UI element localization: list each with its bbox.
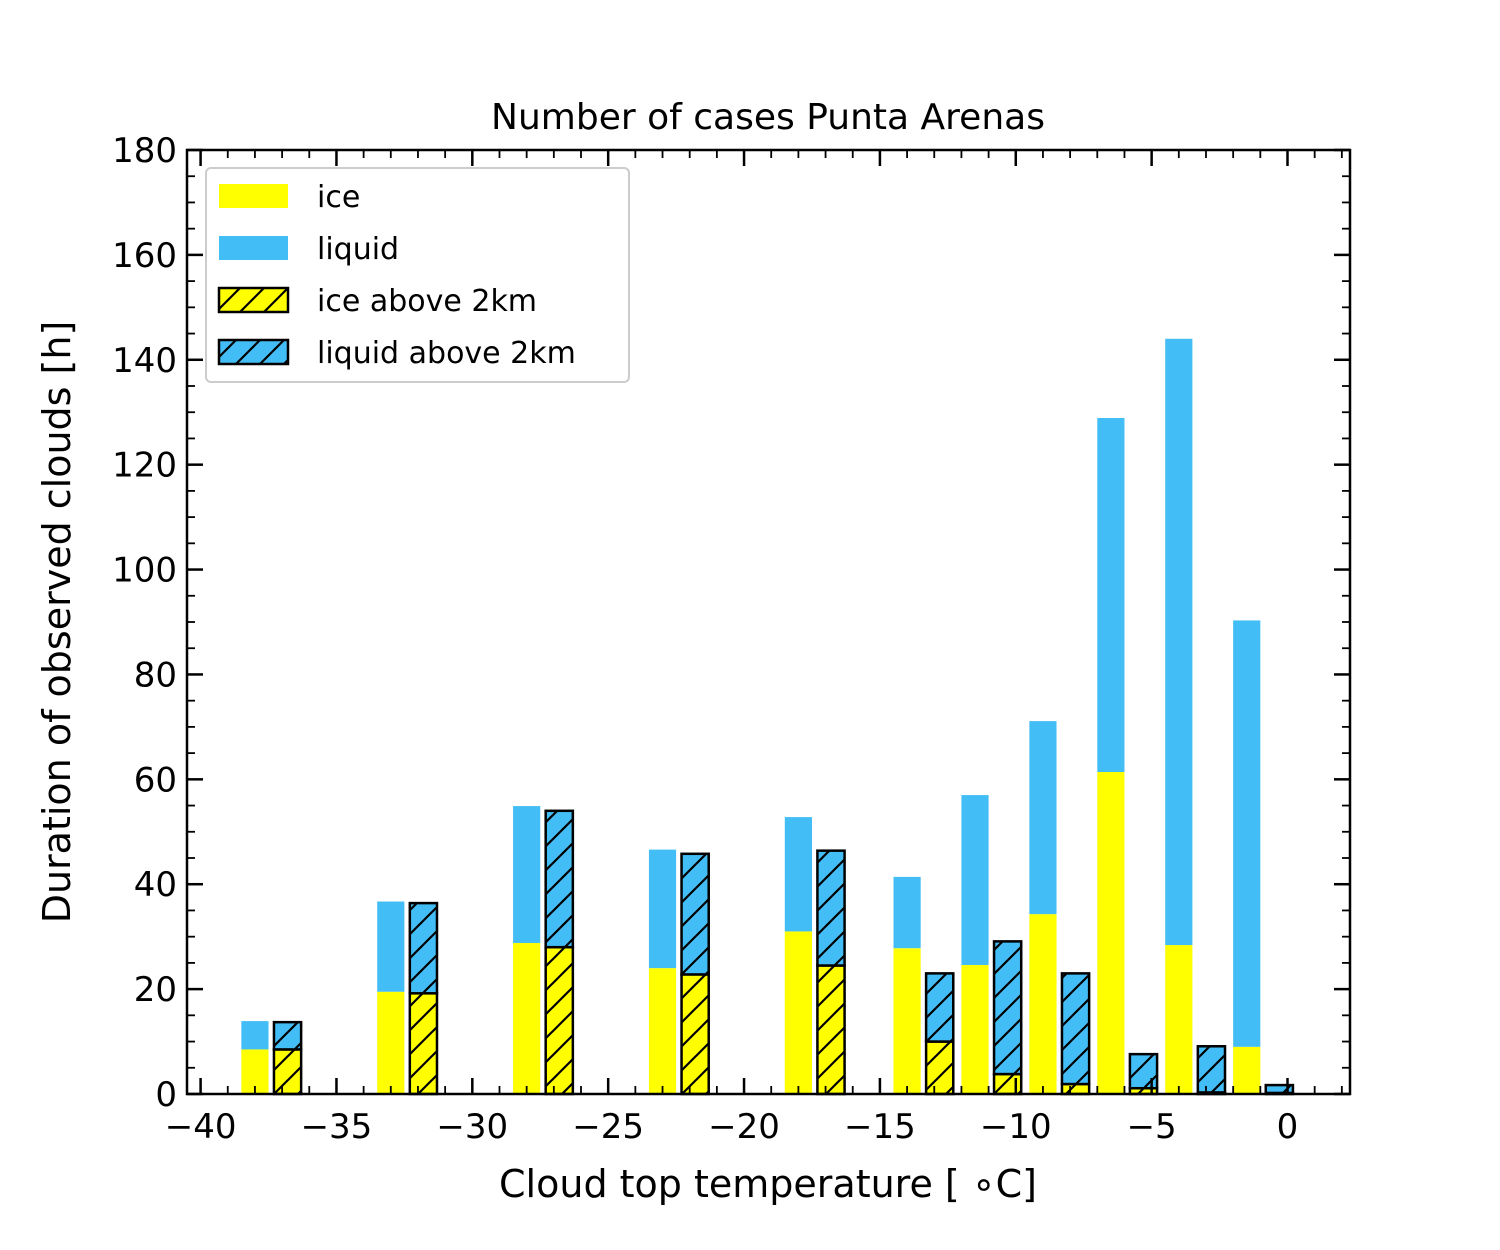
x-tick-label-0: −40 — [165, 1107, 237, 1147]
bar-ice-8 — [1097, 771, 1125, 1094]
bar-ice-above-2km-7-hatch — [1061, 1084, 1090, 1094]
x-tick-label-8: 0 — [1277, 1107, 1299, 1147]
bar-liquid-0 — [241, 1021, 269, 1050]
y-tick-label-2: 40 — [134, 865, 177, 905]
bar-ice-above-2km-1-hatch — [409, 993, 437, 1094]
bar-ice-6 — [961, 964, 989, 1094]
bar-ice-5 — [893, 948, 921, 1094]
bar-liquid-7 — [1029, 721, 1057, 915]
bar-ice-above-2km-4-hatch — [817, 965, 845, 1094]
legend-label-1: liquid — [317, 232, 399, 267]
bar-ice-above-2km-0-hatch — [273, 1049, 302, 1094]
x-axis-label: Cloud top temperature [ ∘C] — [499, 1162, 1037, 1206]
y-tick-label-3: 60 — [134, 760, 177, 800]
x-tick-label-5: −15 — [844, 1107, 916, 1147]
legend-label-0: ice — [317, 180, 360, 215]
legend-swatch-hatch-3 — [219, 340, 288, 364]
bar-ice-above-2km-6-hatch — [994, 1074, 1022, 1094]
bar-ice-7 — [1029, 914, 1057, 1094]
y-axis-label: Duration of observed clouds [h] — [35, 321, 79, 924]
legend-label-3: liquid above 2km — [317, 336, 576, 371]
bar-liquid-above-2km-2-hatch — [545, 810, 573, 948]
bar-liquid-above-2km-10-hatch — [1265, 1085, 1293, 1093]
bar-ice-9 — [1165, 945, 1193, 1094]
bar-liquid-6 — [961, 795, 989, 965]
y-tick-label-8: 160 — [112, 236, 177, 276]
legend-swatch-1 — [219, 236, 288, 260]
y-tick-label-0: 0 — [155, 1075, 177, 1115]
y-tick-label-5: 100 — [112, 551, 177, 591]
x-tick-label-1: −35 — [301, 1107, 373, 1147]
bar-ice-3 — [648, 968, 677, 1094]
legend-swatch-0 — [219, 184, 288, 208]
bar-ice-2 — [513, 942, 541, 1094]
bars-layer — [241, 338, 1295, 1096]
bar-liquid-above-2km-6-hatch — [994, 941, 1022, 1075]
x-tick-label-6: −10 — [980, 1107, 1052, 1147]
bar-liquid-1 — [377, 901, 405, 992]
bar-ice-above-2km-2-hatch — [545, 947, 573, 1094]
bar-ice-above-2km-8-hatch — [1129, 1088, 1158, 1094]
y-tick-label-7: 140 — [112, 341, 177, 381]
ticks-layer: 0 20 40 60 80 100 120 140 160 180 −40 −35 −30 −25 −20 −… — [112, 131, 1350, 1147]
bar-liquid-above-2km-7-hatch — [1061, 973, 1090, 1085]
chart-title: Number of cases Punta Arenas — [491, 97, 1045, 138]
y-tick-label-6: 120 — [112, 446, 177, 486]
bar-liquid-2 — [513, 806, 541, 943]
bar-liquid-above-2km-5-hatch — [926, 973, 954, 1042]
y-tick-label-1: 20 — [134, 970, 177, 1010]
bar-liquid-above-2km-8-hatch — [1129, 1054, 1158, 1089]
x-tick-label-3: −25 — [572, 1107, 644, 1147]
legend-frame — [205, 167, 630, 383]
legend: ice liquid ice above 2km liquid above 2km — [205, 167, 630, 383]
x-tick-label-2: −30 — [436, 1107, 508, 1147]
legend-swatch-hatch-2 — [219, 288, 288, 312]
bar-liquid-above-2km-4-hatch — [817, 850, 845, 966]
bar-liquid-9 — [1165, 338, 1193, 946]
bar-liquid-3 — [648, 849, 677, 969]
plot-frame — [185, 148, 1352, 1096]
bar-liquid-above-2km-0-hatch — [273, 1022, 302, 1050]
bar-liquid-above-2km-3-hatch — [681, 853, 709, 975]
bar-liquid-above-2km-1-hatch — [409, 903, 437, 994]
bar-ice-4 — [784, 931, 812, 1094]
y-tick-label-9: 180 — [112, 131, 177, 171]
bar-liquid-8 — [1097, 417, 1125, 772]
bar-liquid-10 — [1233, 620, 1261, 1047]
legend-label-2: ice above 2km — [317, 284, 537, 319]
bar-ice-above-2km-5-hatch — [926, 1041, 954, 1094]
bar-ice-10 — [1233, 1046, 1261, 1094]
bar-ice-above-2km-3-hatch — [681, 974, 709, 1094]
x-tick-label-7: −5 — [1127, 1107, 1177, 1147]
x-tick-label-4: −20 — [708, 1107, 780, 1147]
y-tick-label-4: 80 — [134, 655, 177, 695]
bar-liquid-above-2km-9-hatch — [1197, 1046, 1226, 1093]
bar-liquid-5 — [893, 876, 921, 949]
bar-liquid-4 — [784, 817, 812, 932]
bar-ice-1 — [377, 991, 405, 1094]
